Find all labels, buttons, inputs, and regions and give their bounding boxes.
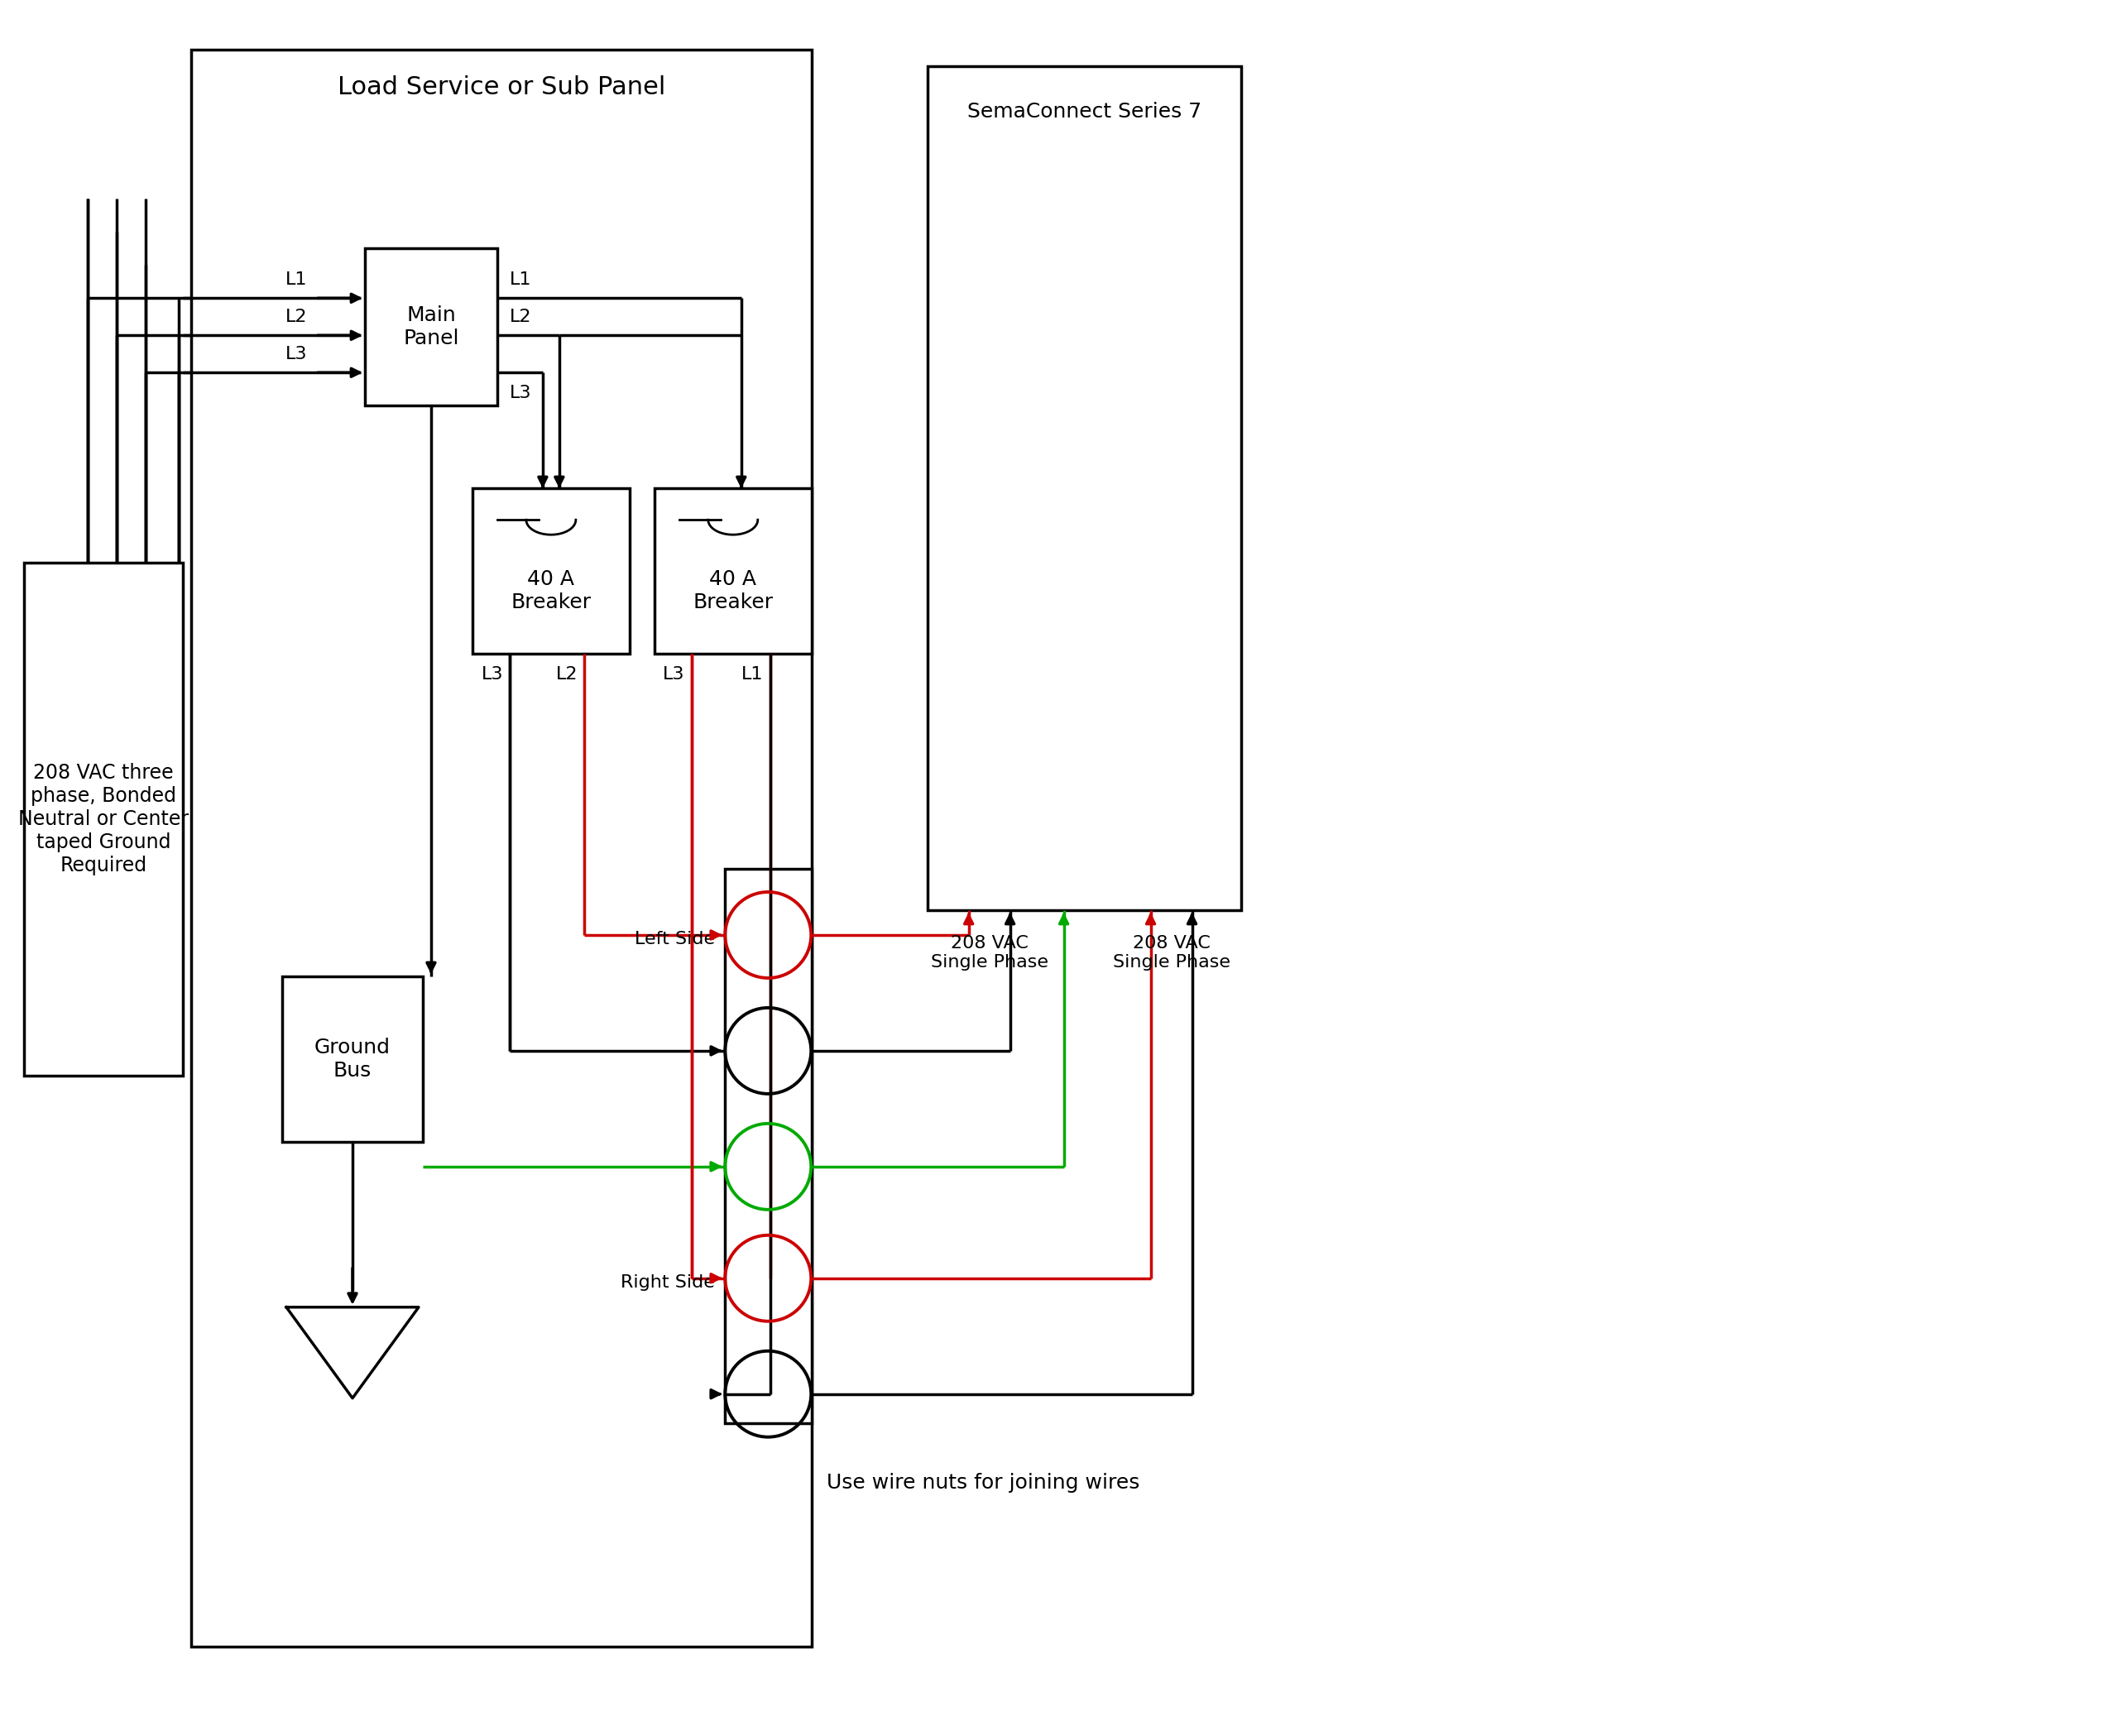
Bar — [724, 868, 812, 1424]
Bar — [926, 66, 1241, 910]
Bar — [654, 488, 812, 654]
Bar — [23, 562, 184, 1076]
Text: 40 A
Breaker: 40 A Breaker — [692, 569, 772, 613]
Text: L3: L3 — [511, 385, 532, 401]
Text: Main
Panel: Main Panel — [403, 306, 460, 349]
Text: Use wire nuts for joining wires: Use wire nuts for joining wires — [827, 1472, 1139, 1493]
Text: L2: L2 — [511, 309, 532, 325]
Text: Left Side: Left Side — [635, 930, 715, 948]
Text: L3: L3 — [285, 345, 308, 363]
Text: Load Service or Sub Panel: Load Service or Sub Panel — [338, 75, 665, 99]
Text: Right Side: Right Side — [620, 1274, 715, 1290]
Text: L3: L3 — [481, 667, 502, 682]
Text: 40 A
Breaker: 40 A Breaker — [511, 569, 591, 613]
Bar — [192, 50, 812, 1646]
Text: 208 VAC
Single Phase: 208 VAC Single Phase — [931, 936, 1049, 970]
Text: L1: L1 — [285, 271, 308, 288]
Text: Ground
Bus: Ground Bus — [314, 1038, 390, 1080]
Text: L2: L2 — [555, 667, 578, 682]
Text: L1: L1 — [511, 271, 532, 288]
Bar — [365, 248, 498, 406]
Bar — [473, 488, 629, 654]
Bar — [283, 976, 422, 1142]
Text: L3: L3 — [663, 667, 686, 682]
Text: 208 VAC three
phase, Bonded
Neutral or Center
taped Ground
Required: 208 VAC three phase, Bonded Neutral or C… — [19, 764, 188, 875]
Text: L1: L1 — [741, 667, 764, 682]
Text: 208 VAC
Single Phase: 208 VAC Single Phase — [1112, 936, 1230, 970]
Text: SemaConnect Series 7: SemaConnect Series 7 — [966, 102, 1201, 122]
Text: L2: L2 — [285, 309, 308, 325]
